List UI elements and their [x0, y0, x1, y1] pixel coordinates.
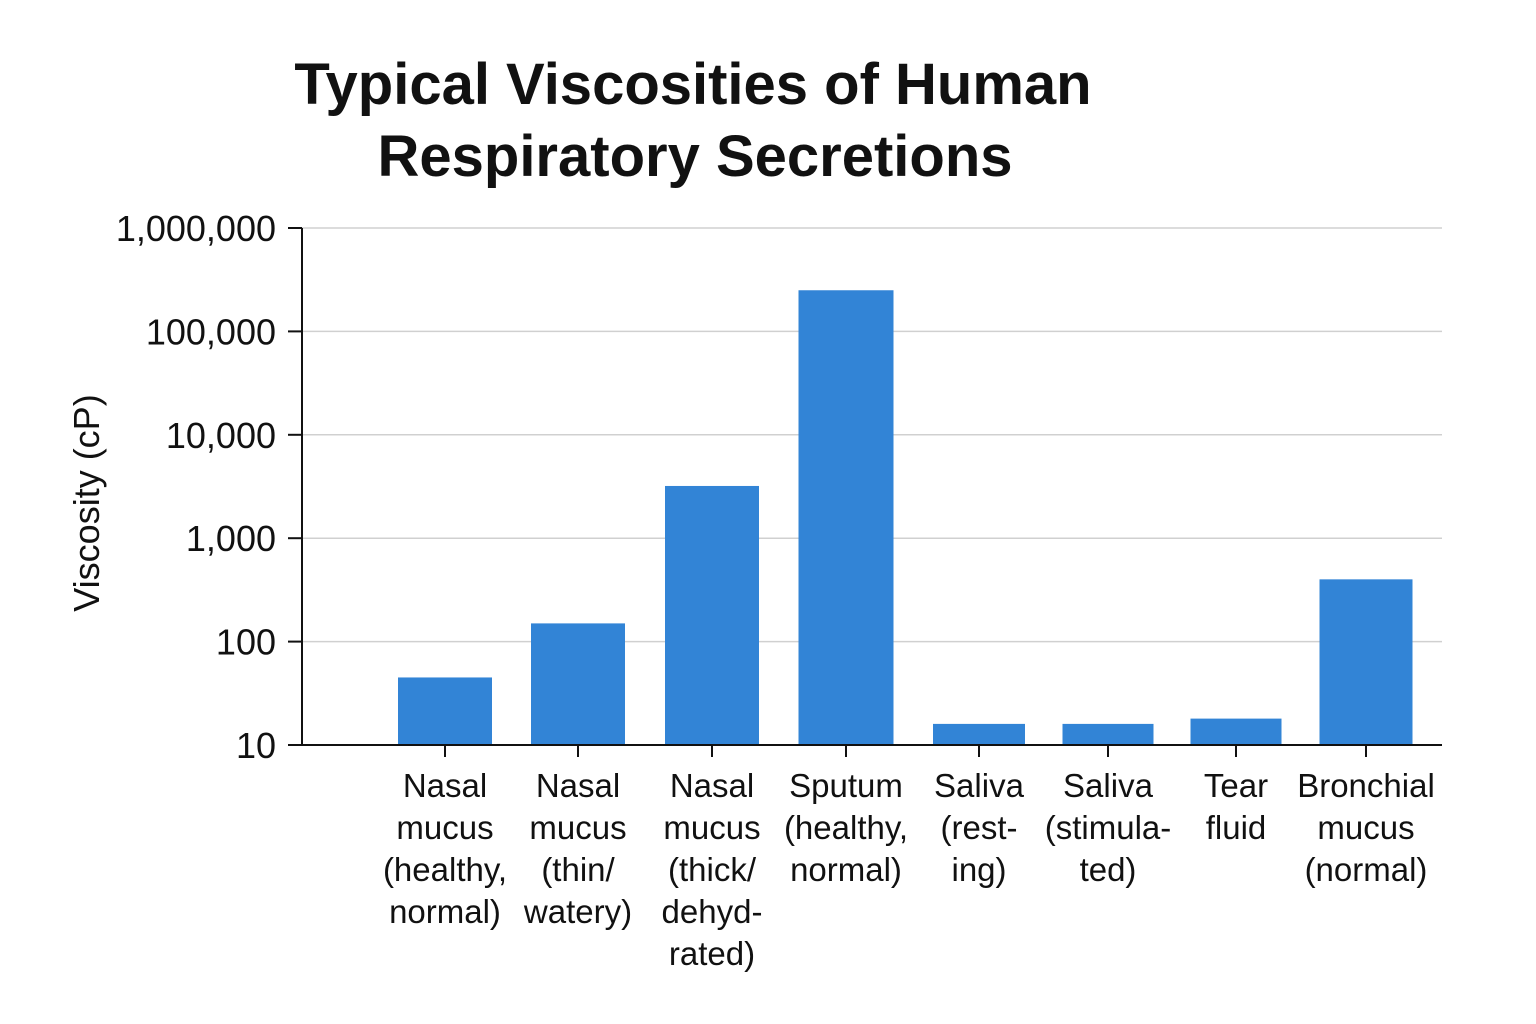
y-tick-label: 10 [236, 725, 276, 766]
x-tick-label: Tear fluid [1204, 767, 1268, 846]
y-axis-label: Viscosity (cP) [66, 394, 107, 611]
x-tick-label-line: mucus [529, 809, 626, 846]
x-tick-label-line: rated) [669, 935, 755, 972]
x-tick-label-line: (healthy, [784, 809, 908, 846]
bar [1062, 723, 1154, 745]
x-tick-label-line: Nasal [670, 767, 754, 804]
x-tick-label-line: (stimula- [1045, 809, 1172, 846]
x-tick-label-line: ing) [951, 851, 1006, 888]
x-tick-label: Saliva (stimula-ted) [1045, 767, 1172, 888]
x-tick-label-line: mucus [1317, 809, 1414, 846]
y-tick-label: 1,000,000 [116, 208, 276, 249]
x-tick-label-line: Nasal [536, 767, 620, 804]
x-tick-label-line: fluid [1206, 809, 1267, 846]
bar [1319, 579, 1413, 745]
bar [798, 290, 894, 745]
x-tick-label: Saliva (rest-ing) [934, 767, 1025, 888]
chart-title-line-2: Respiratory Secretions [377, 124, 1012, 189]
x-tick-label: Sputum (healthy, normal) [784, 767, 908, 888]
x-tick-label-line: normal) [790, 851, 902, 888]
x-tick-label-line: (thin/ [541, 851, 615, 888]
y-tick-label: 100 [216, 622, 276, 663]
x-tick-label-line: Saliva [1063, 767, 1154, 804]
y-tick-label: 1,000 [186, 518, 276, 559]
x-tick-label-line: mucus [663, 809, 760, 846]
y-tick-label: 100,000 [146, 311, 276, 352]
bar [1190, 718, 1282, 745]
chart-title-line-1: Typical Viscosities of Human [294, 52, 1091, 117]
x-tick-label-line: (rest- [941, 809, 1018, 846]
x-tick-label-line: mucus [396, 809, 493, 846]
x-tick-label-line: ted) [1080, 851, 1137, 888]
x-tick-label: Nasal mucus (healthy, normal) [383, 767, 507, 930]
x-tick-label-line: (healthy, [383, 851, 507, 888]
x-tick-label-line: normal) [389, 893, 501, 930]
x-tick-label-line: dehyd- [662, 893, 763, 930]
x-tick-label-line: Nasal [403, 767, 487, 804]
bar [398, 677, 492, 745]
x-tick-label-line: watery) [523, 893, 632, 930]
x-tick-label-line: Bronchial [1297, 767, 1435, 804]
x-tick-label-line: (normal) [1305, 851, 1428, 888]
x-tick-label-line: Tear [1204, 767, 1268, 804]
x-tick-label: Bronchial mucus (normal) [1297, 767, 1435, 888]
x-tick-label: Nasal mucus (thin/watery) [523, 767, 632, 930]
x-tick-label-line: Saliva [934, 767, 1025, 804]
x-tick-label-line: Sputum [789, 767, 903, 804]
bar [665, 485, 759, 745]
bar [531, 623, 625, 745]
bar [933, 723, 1025, 745]
y-tick-label: 10,000 [166, 415, 276, 456]
x-tick-label-line: (thick/ [668, 851, 757, 888]
x-tick-label: Nasal mucus (thick/dehyd-rated) [662, 767, 763, 972]
